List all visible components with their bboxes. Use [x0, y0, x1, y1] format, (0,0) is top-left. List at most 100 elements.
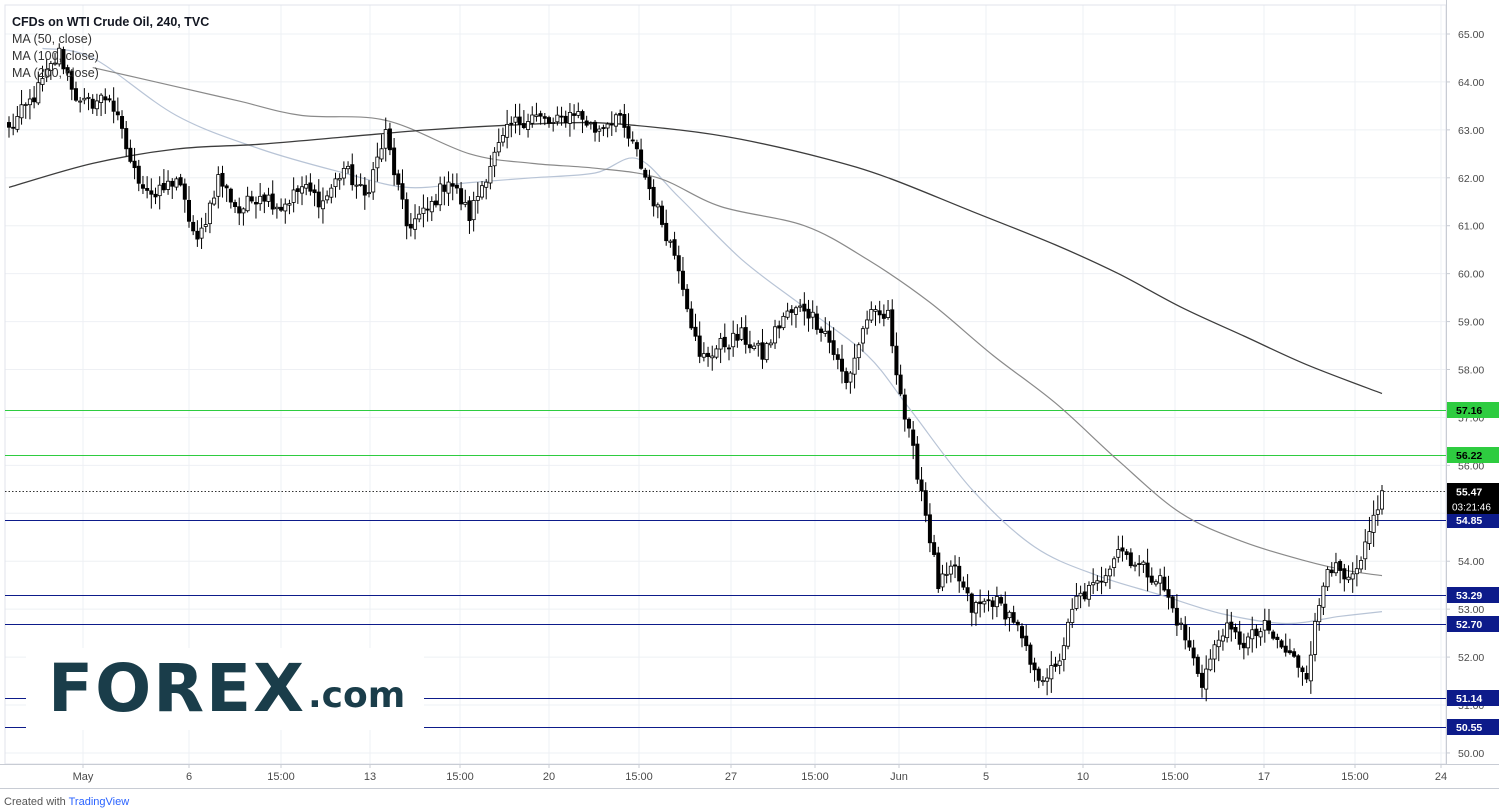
- candle-body: [1354, 568, 1359, 575]
- candle-body: [906, 418, 911, 429]
- time-tick-label: 15:00: [1161, 771, 1189, 783]
- candle-body: [576, 111, 581, 116]
- candle-body: [1367, 531, 1372, 544]
- legend-ma50[interactable]: MA (50, close): [12, 32, 92, 46]
- candle-body: [120, 116, 125, 129]
- candle-body: [752, 345, 757, 349]
- candle-body: [1057, 660, 1062, 666]
- candle-body: [1346, 576, 1351, 581]
- candle-body: [258, 195, 263, 205]
- time-axis-bg: [0, 764, 1499, 792]
- level-tag-label: 56.22: [1456, 450, 1482, 462]
- candle-body: [999, 597, 1004, 604]
- legend-ma200[interactable]: MA (200, close): [12, 66, 99, 80]
- candle-body: [78, 100, 83, 103]
- candle-body: [1116, 549, 1121, 558]
- candle-body: [982, 600, 987, 605]
- candle-body: [1086, 585, 1091, 600]
- candle-body: [1036, 668, 1041, 681]
- candle-body: [927, 514, 932, 544]
- candle-body: [19, 104, 24, 119]
- candle-body: [153, 193, 158, 198]
- time-tick-label: 15:00: [446, 771, 474, 783]
- level-tag-label: 53.29: [1456, 590, 1482, 602]
- candle-body: [672, 239, 677, 256]
- candle-body: [421, 207, 426, 214]
- candle-body: [1120, 547, 1125, 552]
- candle-body: [1200, 672, 1205, 688]
- candle-body: [1300, 667, 1305, 673]
- candle-body: [1158, 575, 1163, 584]
- time-axis: May 6 15:00 13 15:00 20 15:00 27 15:00 Jun 5 10 15:0…: [0, 764, 1499, 792]
- forex-logo: FOREX .com: [26, 648, 424, 730]
- candle-body: [1350, 573, 1355, 580]
- candle-body: [785, 310, 790, 318]
- level-tag-label: 57.16: [1456, 405, 1482, 417]
- ma100-line: [92, 67, 1383, 577]
- candle-body: [722, 336, 727, 348]
- candle-body: [1216, 639, 1221, 648]
- candle-body: [53, 62, 58, 65]
- chart-legend: CFDs on WTI Crude Oil, 240, TVC MA (50, …: [12, 14, 209, 82]
- candle-body: [986, 599, 991, 602]
- candle-body: [442, 184, 447, 192]
- candle-body: [124, 128, 129, 150]
- level-tag-56.22: [1447, 447, 1499, 463]
- candle-body: [643, 169, 648, 178]
- candle-body: [228, 188, 233, 203]
- candle-body: [693, 326, 698, 337]
- candle-body: [517, 116, 522, 125]
- candle-body: [413, 218, 418, 230]
- candle-body: [588, 122, 593, 125]
- level-tag-50.55: [1447, 719, 1499, 735]
- candle-body: [291, 189, 296, 203]
- candle-body: [718, 338, 723, 350]
- candle-body: [1317, 605, 1322, 623]
- candle-body: [802, 303, 807, 312]
- price-tick-label: 52.00: [1458, 652, 1484, 664]
- candle-body: [237, 206, 242, 214]
- candle-body: [626, 126, 631, 139]
- candle-body: [940, 573, 945, 588]
- price-tick-label: 50.00: [1458, 748, 1484, 760]
- candle-body: [1183, 624, 1188, 641]
- time-tick-label: 15:00: [1341, 771, 1369, 783]
- candle-body: [1225, 622, 1230, 639]
- candle-body: [295, 188, 300, 192]
- candle-body: [383, 129, 388, 149]
- candle-body: [308, 182, 313, 192]
- time-tick-label: 20: [543, 771, 555, 783]
- candle-body: [852, 357, 857, 375]
- candle-body: [1020, 626, 1025, 639]
- candle-body: [1070, 608, 1075, 623]
- legend-ma100[interactable]: MA (100, close): [12, 49, 99, 63]
- candle-body: [1003, 603, 1008, 620]
- candle-body: [919, 479, 924, 492]
- candle-body: [174, 178, 179, 188]
- candle-body: [890, 309, 895, 347]
- candle-body: [1338, 561, 1343, 571]
- candle-body: [1112, 558, 1117, 568]
- candle-body: [40, 78, 45, 85]
- candle-body: [710, 355, 715, 359]
- candle-body: [973, 602, 978, 614]
- candle-body: [1233, 627, 1238, 633]
- candle-body: [1191, 647, 1196, 659]
- candle-body: [521, 123, 526, 129]
- candle-body: [605, 123, 610, 129]
- candle-body: [957, 565, 962, 582]
- candle-body: [1040, 680, 1045, 683]
- logo-wordmark: FOREX: [48, 650, 306, 727]
- candle-body: [1321, 585, 1326, 608]
- candle-body: [44, 68, 49, 78]
- candle-body: [1082, 591, 1087, 600]
- candle-body: [191, 221, 196, 232]
- candle-body: [1237, 631, 1242, 645]
- candle-body: [944, 573, 949, 576]
- price-tick-label: 54.00: [1458, 556, 1484, 568]
- candle-body: [1149, 575, 1154, 583]
- candle-body: [877, 310, 882, 316]
- candle-body: [647, 176, 652, 190]
- candle-body: [23, 104, 28, 106]
- candle-body: [1166, 589, 1171, 598]
